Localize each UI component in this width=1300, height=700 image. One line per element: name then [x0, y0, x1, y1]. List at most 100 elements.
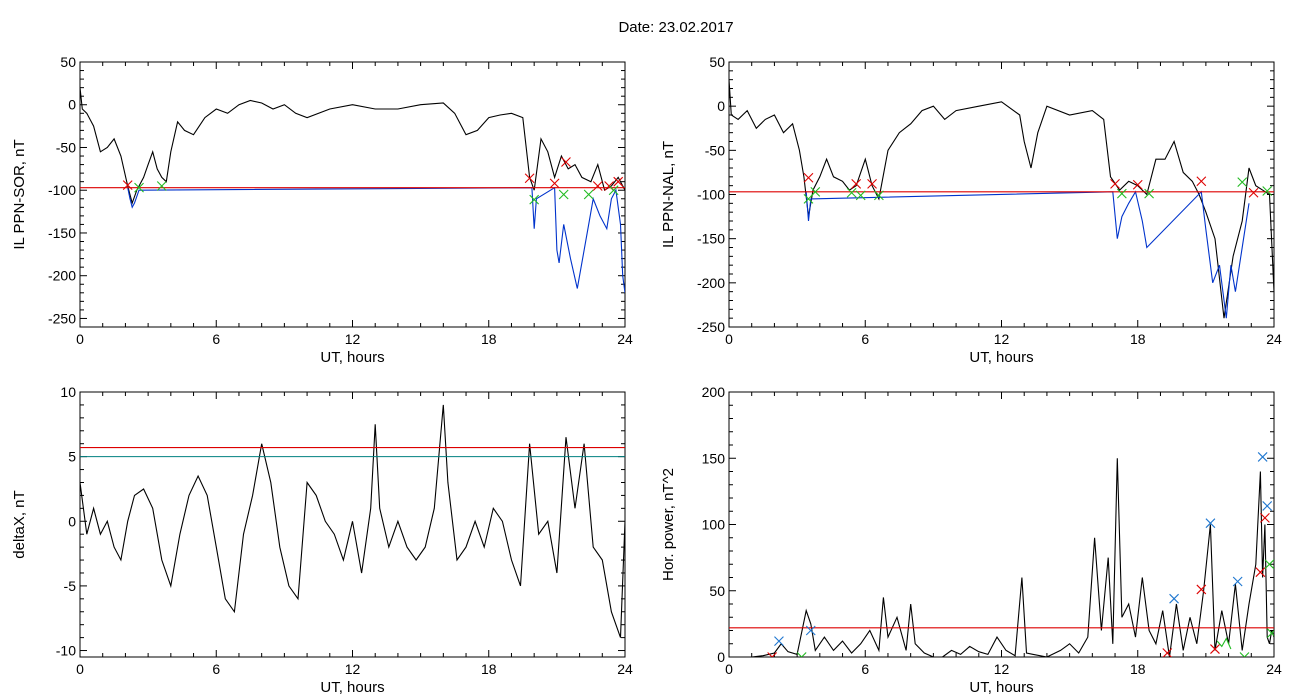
- series-line-black: [80, 87, 625, 205]
- marker-red: [122, 180, 133, 190]
- chart-panel-1: 0 6 12 18 24 50 0 -50 -100 -150 -200 -250 UT, hours I…: [11, 54, 633, 366]
- x-tick-label: 6: [212, 331, 220, 347]
- y-tick-label: 0: [68, 97, 76, 113]
- x-tick-label: 0: [725, 331, 733, 347]
- marker-red: [1162, 648, 1173, 657]
- marker-red: [1255, 567, 1266, 578]
- x-tick-label: 24: [1266, 331, 1282, 347]
- series-line-black: [729, 79, 1274, 319]
- y-tick-label: -200: [48, 268, 76, 284]
- marker-red: [1196, 584, 1207, 595]
- y-tick-label: 50: [709, 583, 725, 599]
- x-tick-label: 24: [1266, 661, 1282, 677]
- x-tick-label: 18: [481, 661, 497, 677]
- series-line-green: [1216, 637, 1232, 650]
- marker-green: [855, 190, 866, 201]
- y-tick-label: -250: [48, 310, 76, 326]
- y-axis-label: IL PPN-NAL, nT: [660, 141, 677, 248]
- marker-green: [810, 186, 821, 197]
- marker-green: [1266, 628, 1274, 639]
- series-line-blue: [127, 186, 625, 293]
- marker-green: [608, 185, 619, 196]
- y-tick-label: -100: [697, 187, 725, 203]
- y-tick-label: 50: [709, 54, 725, 70]
- marker-red: [1132, 179, 1143, 190]
- x-tick-label: 24: [617, 331, 633, 347]
- marker-green: [583, 189, 594, 200]
- marker-green: [558, 189, 569, 200]
- x-tick-label: 6: [212, 661, 220, 677]
- marker-green: [134, 182, 144, 193]
- series-line-black: [80, 404, 625, 638]
- y-tick-label: 0: [717, 649, 725, 665]
- y-tick-label: -150: [697, 231, 725, 247]
- chart-panel-2: 0 6 12 18 24 50 0 -50 -100 -150 -200 -250 UT, hours I…: [660, 54, 1282, 366]
- y-tick-label: 50: [60, 54, 76, 70]
- marker-blue: [1262, 501, 1273, 511]
- x-tick-label: 12: [345, 661, 361, 677]
- x-tick-label: 6: [861, 661, 869, 677]
- x-tick-label: 24: [617, 661, 633, 677]
- x-tick-label: 18: [481, 331, 497, 347]
- y-tick-label: 10: [60, 384, 76, 400]
- x-axis-label: UT, hours: [969, 349, 1033, 366]
- marker-blue: [1257, 452, 1268, 462]
- y-tick-label: -250: [697, 319, 725, 335]
- marker-green: [156, 181, 167, 191]
- marker-blue: [805, 625, 816, 636]
- x-axis-label: UT, hours: [320, 349, 384, 366]
- x-tick-label: 18: [1130, 661, 1146, 677]
- marker-green: [1116, 188, 1127, 199]
- marker-red: [1210, 644, 1220, 654]
- figure-title: Date: 23.02.2017: [618, 19, 734, 36]
- y-axis-label: Hor. power, nT^2: [660, 468, 677, 581]
- x-tick-label: 0: [725, 661, 733, 677]
- y-tick-label: -5: [64, 578, 77, 594]
- marker-blue: [774, 636, 784, 646]
- marker-red: [1110, 179, 1120, 189]
- plot-area: [729, 452, 1274, 657]
- marker-green: [1262, 186, 1273, 196]
- y-axis-label: IL PPN-SOR, nT: [11, 139, 28, 249]
- marker-green: [873, 190, 884, 201]
- marker-red: [767, 652, 778, 657]
- x-tick-label: 12: [994, 331, 1010, 347]
- marker-blue: [1205, 518, 1216, 529]
- y-tick-label: 100: [702, 517, 726, 533]
- marker-green: [1239, 652, 1250, 657]
- chart-panel-3: 0 6 12 18 24 10 5 0 -5 -10 UT, hours deltaX, nT: [11, 384, 633, 696]
- y-tick-label: -10: [56, 643, 76, 659]
- marker-red: [592, 181, 603, 191]
- marker-red: [851, 179, 862, 189]
- marker-red: [867, 179, 877, 189]
- y-tick-label: -200: [697, 275, 725, 291]
- y-tick-label: -50: [705, 142, 725, 158]
- marker-red: [524, 173, 535, 184]
- marker-red: [613, 176, 624, 187]
- marker-green: [1144, 188, 1154, 199]
- x-tick-label: 0: [76, 661, 84, 677]
- marker-green: [796, 652, 807, 657]
- x-tick-label: 12: [994, 661, 1010, 677]
- y-tick-label: 150: [702, 450, 726, 466]
- marker-red: [1260, 512, 1270, 523]
- marker-green: [846, 187, 857, 198]
- marker-green: [1237, 177, 1248, 188]
- plot-frame: [79, 391, 626, 658]
- x-tick-label: 0: [76, 331, 84, 347]
- y-tick-label: 0: [68, 513, 76, 529]
- marker-red: [549, 178, 560, 189]
- x-tick-label: 6: [861, 331, 869, 347]
- plot-area: [80, 404, 625, 638]
- plot-area: [80, 87, 625, 293]
- marker-green: [529, 194, 540, 205]
- marker-red: [1196, 176, 1207, 187]
- series-line-black: [729, 458, 1274, 657]
- plot-area: [729, 79, 1274, 319]
- y-tick-label: 0: [717, 98, 725, 114]
- marker-blue: [1232, 576, 1243, 587]
- marker-blue: [1169, 593, 1179, 604]
- marker-red: [561, 157, 571, 167]
